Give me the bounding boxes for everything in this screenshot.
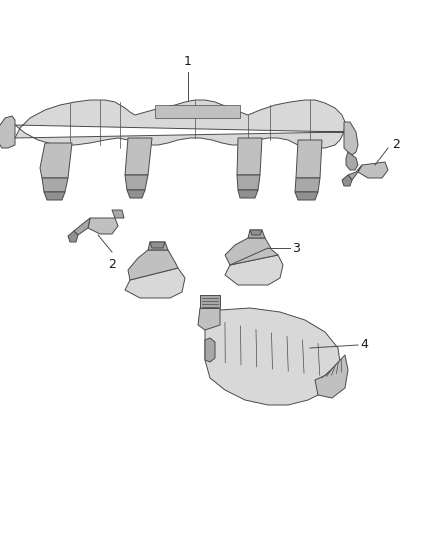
Polygon shape [225, 238, 278, 265]
Polygon shape [44, 192, 65, 200]
Text: 4: 4 [360, 338, 368, 351]
Text: 1: 1 [184, 55, 192, 68]
Polygon shape [205, 338, 215, 362]
Polygon shape [128, 250, 178, 280]
Polygon shape [344, 122, 358, 155]
Polygon shape [125, 268, 185, 298]
Polygon shape [346, 152, 358, 170]
Text: 3: 3 [292, 241, 300, 254]
Polygon shape [225, 255, 283, 285]
Polygon shape [74, 218, 90, 235]
Polygon shape [237, 175, 260, 190]
Polygon shape [200, 295, 220, 308]
Polygon shape [42, 178, 68, 192]
Polygon shape [296, 140, 322, 178]
Polygon shape [127, 190, 145, 198]
Polygon shape [150, 242, 165, 248]
Text: 2: 2 [392, 139, 400, 151]
Polygon shape [155, 105, 240, 118]
Polygon shape [112, 210, 124, 218]
Polygon shape [125, 175, 148, 190]
Polygon shape [342, 175, 352, 186]
Polygon shape [0, 116, 15, 148]
Polygon shape [348, 165, 362, 180]
Polygon shape [15, 100, 345, 148]
Polygon shape [40, 143, 72, 178]
Polygon shape [295, 192, 318, 200]
Polygon shape [238, 190, 258, 198]
Polygon shape [125, 138, 152, 175]
Polygon shape [205, 308, 340, 405]
Polygon shape [88, 218, 118, 234]
Polygon shape [248, 230, 265, 238]
Polygon shape [315, 355, 348, 398]
Polygon shape [148, 242, 168, 250]
Polygon shape [250, 230, 262, 235]
Polygon shape [68, 231, 78, 242]
Text: 2: 2 [108, 258, 116, 271]
Polygon shape [237, 138, 262, 175]
Polygon shape [198, 308, 220, 330]
Polygon shape [358, 162, 388, 178]
Polygon shape [295, 178, 320, 192]
